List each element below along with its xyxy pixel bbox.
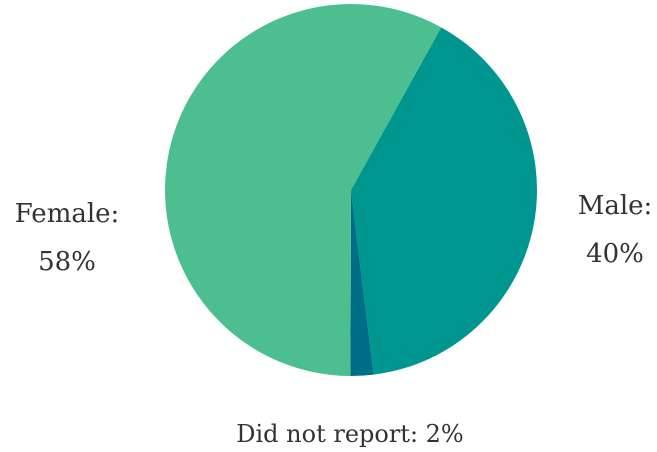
label-female-name: Female: (14, 199, 120, 229)
label-male-value: 40% (586, 239, 644, 269)
slice-did-not-report (350, 190, 374, 377)
label-female-value: 58% (38, 247, 96, 277)
label-female: Female: 58% (4, 190, 130, 286)
label-male: Male: 40% (570, 182, 657, 278)
pie-slices (164, 4, 537, 377)
slice-male (351, 27, 537, 375)
label-did-not-report: Did not report: 2% (236, 420, 464, 448)
slice-female (164, 4, 442, 376)
label-male-name: Male: (577, 191, 653, 221)
